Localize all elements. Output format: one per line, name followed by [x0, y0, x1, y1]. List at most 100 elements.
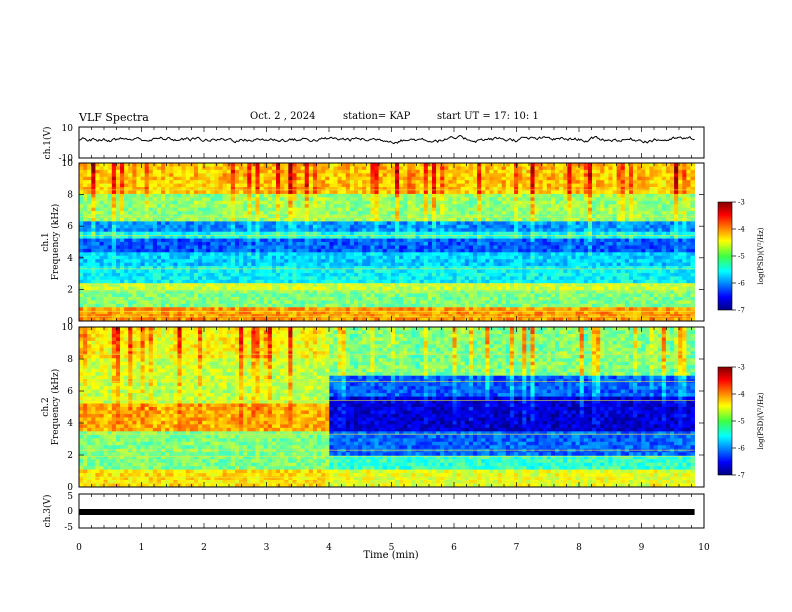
spectrogram-cell — [485, 190, 490, 195]
spectrogram-cell — [312, 169, 318, 174]
spectrogram-cell — [292, 310, 297, 315]
spectrogram-cell — [239, 296, 244, 301]
spectrogram-cell — [198, 259, 203, 263]
spectrogram-cell — [230, 272, 236, 277]
spectrogram-cell — [448, 272, 453, 277]
spectrogram-cell — [267, 262, 273, 267]
spectrogram-cell — [103, 187, 109, 191]
spectrogram-cell — [222, 169, 228, 174]
spectrogram-cell — [206, 286, 211, 291]
spectrogram-cell — [403, 180, 408, 184]
spectrogram-cell — [349, 228, 355, 233]
spectrogram-cell — [423, 190, 429, 195]
spectrogram-cell — [107, 169, 113, 174]
spectrogram-cell — [165, 231, 170, 236]
spectrogram-cell — [95, 279, 100, 284]
spectrogram-cell — [374, 255, 379, 260]
spectrogram-cell — [198, 252, 203, 257]
spectrogram-cell — [325, 266, 330, 270]
spectrogram-cell — [460, 235, 466, 239]
spectrogram-cell — [505, 217, 511, 222]
spectrogram-cell — [124, 296, 129, 301]
spectrogram-cell — [485, 266, 490, 270]
spectrogram-cell — [169, 303, 174, 308]
spectrogram-cell — [152, 245, 158, 250]
spectrogram-cell — [337, 307, 343, 312]
spectrogram-cell — [120, 238, 125, 243]
spectrogram-cell — [95, 296, 100, 301]
spectrogram-cell — [403, 255, 408, 260]
spectrogram-cell — [481, 228, 486, 233]
spectrogram-cell — [366, 190, 371, 195]
spectrogram-cell — [415, 317, 420, 322]
spectrogram-cell — [349, 166, 355, 171]
spectrogram-cell — [87, 286, 92, 291]
spectrogram-cell — [247, 180, 252, 184]
spectrogram-cell — [325, 300, 330, 305]
spectrogram-cell — [107, 262, 113, 267]
spectrogram-cell — [239, 255, 244, 260]
spectrogram-cell — [91, 221, 96, 226]
spectrogram-cell — [407, 262, 412, 267]
spectrogram-cell — [210, 266, 215, 270]
spectrogram-cell — [337, 200, 343, 205]
spectrogram-cell — [514, 187, 519, 191]
spectrogram-cell — [214, 262, 219, 267]
spectrogram-cell — [276, 217, 281, 222]
spectrogram-cell — [501, 200, 507, 205]
spectrogram-cell — [165, 190, 170, 195]
spectrogram-cell — [263, 228, 269, 233]
spectrogram-cell — [202, 255, 207, 260]
spectrogram-cell — [271, 197, 277, 202]
spectrogram-cell — [505, 303, 511, 308]
spectrogram-cell — [280, 269, 285, 274]
spectrogram-cell — [411, 248, 416, 253]
spectrogram-cell — [464, 200, 470, 205]
spectrogram-cell — [284, 217, 289, 222]
spectrogram-cell — [448, 207, 453, 212]
spectrogram-cell — [509, 283, 515, 287]
spectrogram-cell — [259, 204, 265, 208]
ch1-waveform-trace — [78, 134, 695, 145]
spectrogram-cell — [251, 224, 256, 229]
spectrogram-cell — [222, 262, 228, 267]
spectrogram-cell — [177, 248, 182, 253]
spectrogram-cell — [431, 200, 437, 205]
spectrogram-cell — [284, 235, 289, 239]
spectrogram-cell — [218, 303, 223, 308]
spectrogram-cell — [83, 262, 88, 267]
spectrogram-cell — [431, 245, 437, 250]
spectrogram-cell — [358, 269, 363, 274]
spectrogram-cell — [374, 211, 379, 215]
spectrogram-cell — [185, 266, 191, 270]
spectrogram-cell — [296, 300, 301, 305]
spectrogram-cell — [378, 272, 384, 277]
spectrogram-cell — [95, 252, 100, 257]
spectrogram-cell — [284, 166, 289, 171]
spectrogram-cell — [83, 187, 88, 191]
spectrogram-cell — [87, 190, 92, 195]
spectrogram-cell — [156, 211, 162, 215]
spectrogram-cell — [452, 310, 457, 315]
spectrogram-cell — [308, 248, 314, 253]
spectrogram-cell — [477, 242, 482, 246]
spectrogram-cell — [403, 228, 408, 233]
spectrogram-cell — [120, 231, 125, 236]
spectrogram-cell — [177, 279, 182, 284]
spectrogram-cell — [456, 190, 462, 195]
spectrogram-cell — [218, 197, 223, 202]
spectrogram-cell — [362, 224, 367, 229]
spectrogram-cell — [280, 190, 285, 195]
spectrogram-cell — [173, 283, 178, 287]
spectrogram-cell — [206, 245, 211, 250]
spectrogram-cell — [345, 272, 351, 277]
spectrogram-cell — [481, 317, 486, 322]
spectrogram-cell — [226, 262, 232, 267]
spectrogram-cell — [317, 279, 322, 284]
spectrogram-cell — [214, 183, 219, 188]
spectrogram-cell — [234, 272, 240, 277]
spectrogram-cell — [276, 259, 281, 263]
spectrogram-cell — [280, 228, 285, 233]
spectrogram-cell — [468, 269, 474, 274]
spectrogram-cell — [218, 200, 223, 205]
